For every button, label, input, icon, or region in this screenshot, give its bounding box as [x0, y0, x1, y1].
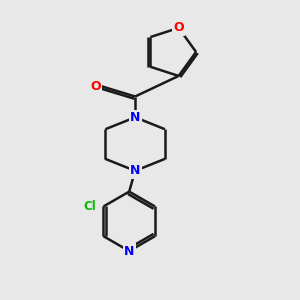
Text: N: N	[130, 164, 140, 177]
Text: O: O	[173, 21, 184, 34]
Text: N: N	[130, 111, 140, 124]
Text: Cl: Cl	[84, 200, 97, 213]
Text: N: N	[124, 244, 134, 258]
Text: O: O	[90, 80, 101, 93]
